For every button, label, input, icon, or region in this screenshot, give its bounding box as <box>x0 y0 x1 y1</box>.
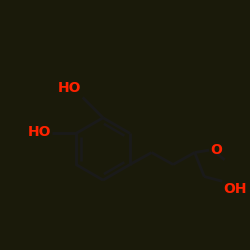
Text: OH: OH <box>224 182 247 196</box>
Text: HO: HO <box>58 80 82 94</box>
Text: O: O <box>210 143 222 157</box>
Text: HO: HO <box>28 125 51 139</box>
